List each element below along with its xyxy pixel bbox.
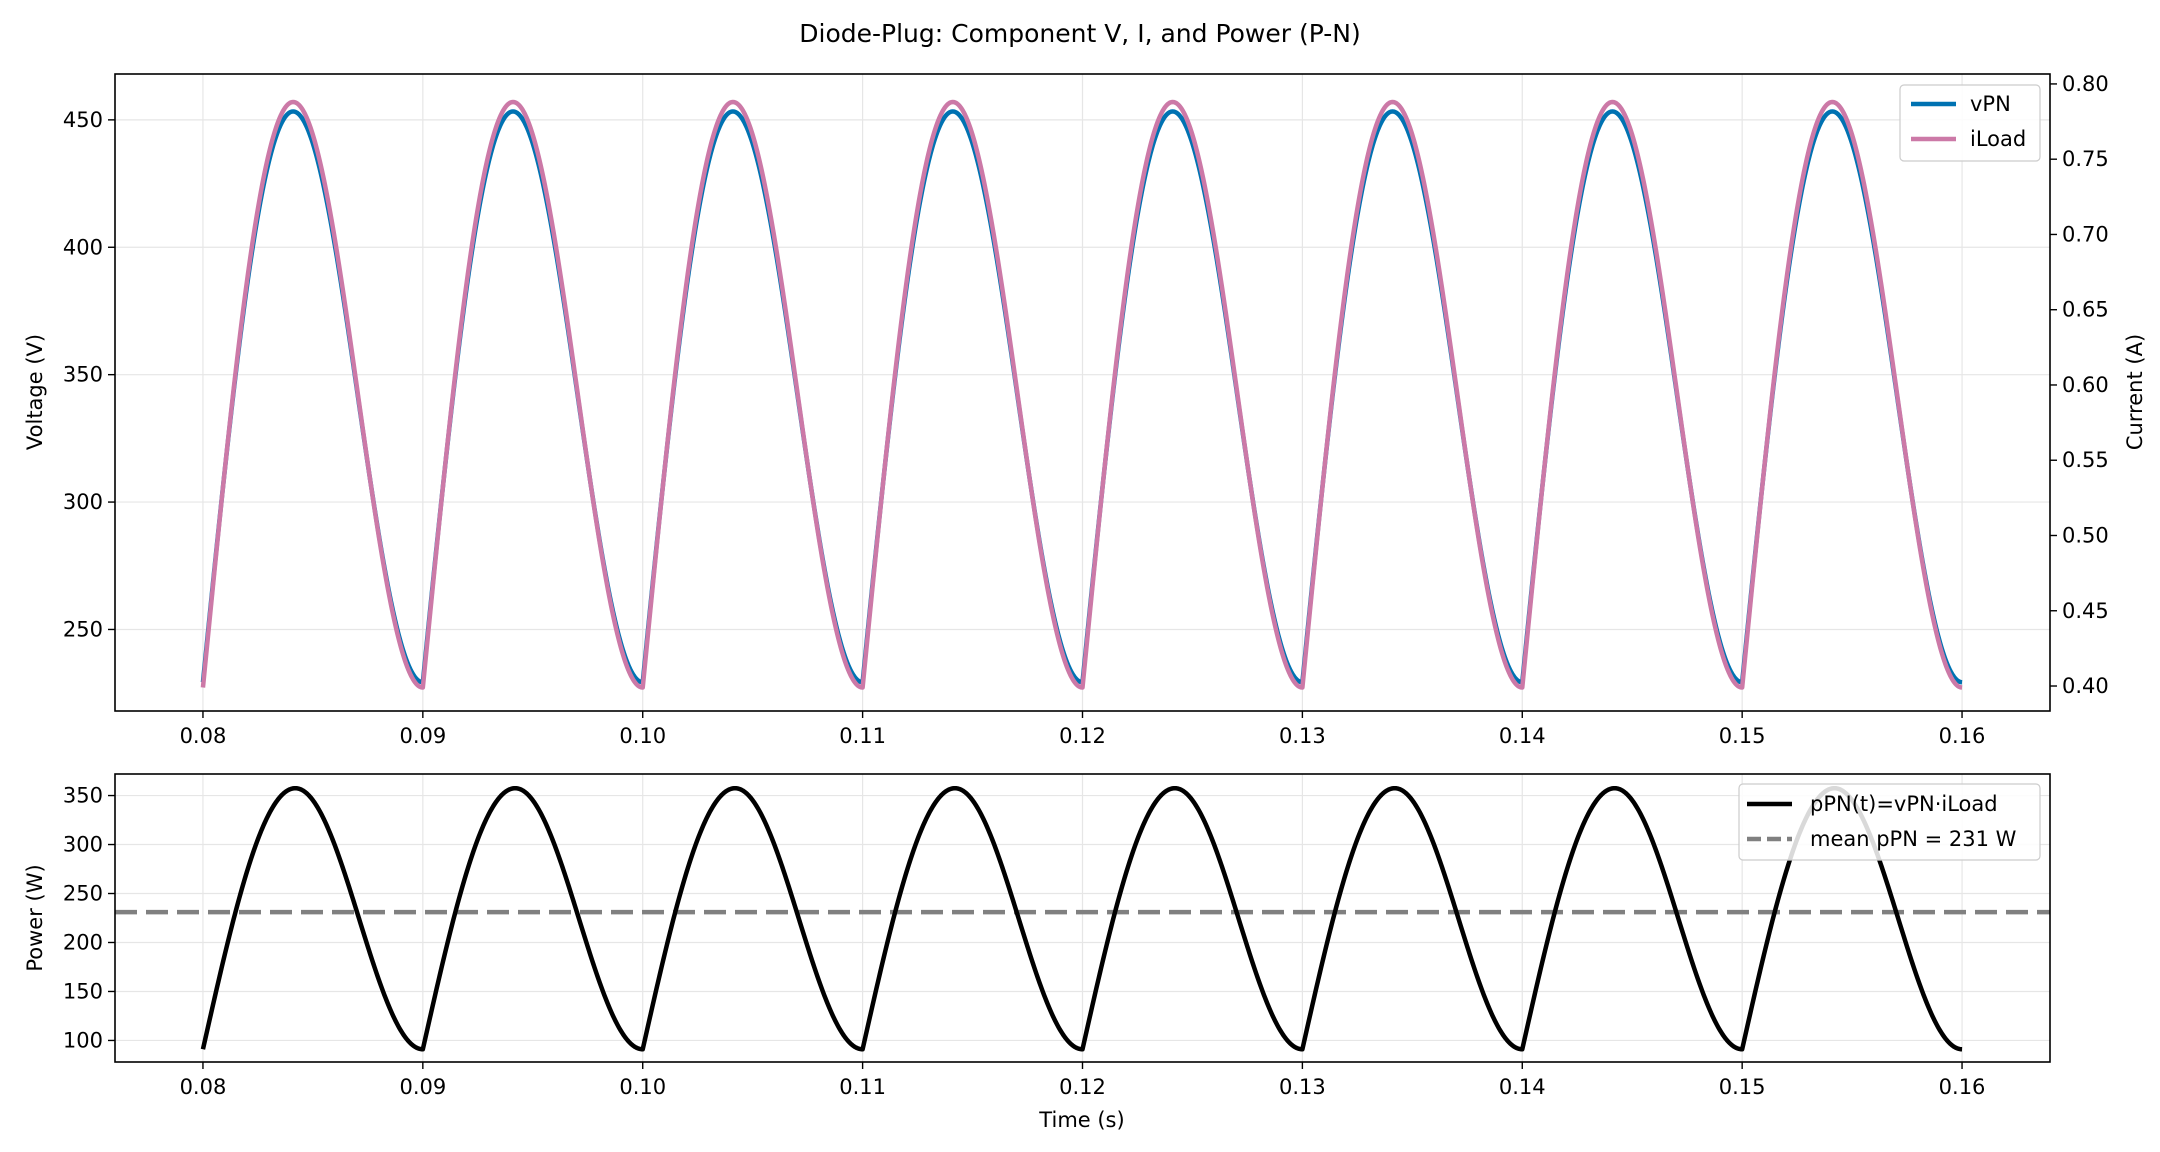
bottom-y-ticks: 100 150 200 250 300 350: [63, 784, 115, 1052]
y-tick-label: 350: [63, 363, 103, 387]
legend-label-iload: iLoad: [1970, 127, 2026, 151]
bottom-series-lines: [115, 785, 2050, 1052]
y2-tick-label: 0.60: [2062, 373, 2109, 397]
top-y2-ticks: 0.40 0.45 0.50 0.55 0.60 0.65 0.70 0.75 0.80: [2050, 72, 2109, 698]
y-tick-label: 300: [63, 490, 103, 514]
x-tick-label: 0.09: [399, 1075, 446, 1099]
x-tick-label: 0.15: [1719, 1075, 1766, 1099]
bottom-x-ticks: 0.08 0.09 0.10 0.11 0.12 0.13 0.14 0.15 0.16: [180, 1062, 1986, 1099]
y-tick-label: 350: [63, 784, 103, 808]
y2-tick-label: 0.55: [2062, 448, 2109, 472]
x-tick-label: 0.13: [1279, 1075, 1326, 1099]
y-tick-label: 250: [63, 617, 103, 641]
x-tick-label: 0.15: [1719, 724, 1766, 748]
y2-tick-label: 0.70: [2062, 222, 2109, 246]
y-tick-label: 400: [63, 235, 103, 259]
series-line-iload: [200, 99, 1964, 690]
y2-tick-label: 0.45: [2062, 599, 2109, 623]
x-tick-label: 0.11: [839, 1075, 886, 1099]
top-grid: [115, 74, 2050, 711]
legend-label-mean: mean pPN = 231 W: [1810, 827, 2017, 851]
voltage-current-panel: 0.08 0.09 0.10 0.11 0.12 0.13 0.14 0.15 0.16 250…: [23, 72, 2147, 748]
top-y-ticks: 250 300 350 400 450: [63, 108, 115, 641]
chart-title: Diode-Plug: Component V, I, and Power (P…: [799, 19, 1361, 48]
bottom-legend-box: [1738, 783, 2041, 861]
bottom-y-axis-label: Power (W): [23, 864, 47, 971]
y2-tick-label: 0.50: [2062, 523, 2109, 547]
y2-tick-label: 0.80: [2062, 72, 2109, 96]
y-tick-label: 300: [63, 833, 103, 857]
y-tick-label: 450: [63, 108, 103, 132]
x-tick-label: 0.08: [180, 1075, 227, 1099]
legend-label-vpn: vPN: [1970, 92, 2011, 116]
y-tick-label: 150: [63, 979, 103, 1003]
top-legend: vPN iLoad: [1899, 84, 2041, 162]
top-x-ticks: 0.08 0.09 0.10 0.11 0.12 0.13 0.14 0.15 0.16: [180, 711, 1986, 748]
x-tick-label: 0.13: [1279, 724, 1326, 748]
y2-tick-label: 0.65: [2062, 298, 2109, 322]
x-tick-label: 0.14: [1499, 1075, 1546, 1099]
x-tick-label: 0.16: [1939, 1075, 1986, 1099]
power-panel: 0.08 0.09 0.10 0.11 0.12 0.13 0.14 0.15 0.16 100…: [23, 773, 2051, 1132]
x-tick-label: 0.08: [180, 724, 227, 748]
bottom-legend: pPN(t)=vPN·iLoad mean pPN = 231 W: [1738, 783, 2041, 861]
y-tick-label: 250: [63, 882, 103, 906]
x-tick-label: 0.12: [1059, 1075, 1106, 1099]
x-tick-label: 0.12: [1059, 724, 1106, 748]
series-line-power: [200, 785, 1964, 1052]
x-tick-label: 0.14: [1499, 724, 1546, 748]
y-tick-label: 200: [63, 930, 103, 954]
x-tick-label: 0.09: [399, 724, 446, 748]
bottom-x-axis-label: Time (s): [1038, 1108, 1124, 1132]
x-tick-label: 0.10: [619, 724, 666, 748]
y-tick-label: 100: [63, 1028, 103, 1052]
x-tick-label: 0.11: [839, 724, 886, 748]
x-tick-label: 0.16: [1939, 724, 1986, 748]
x-tick-label: 0.10: [619, 1075, 666, 1099]
top-series-lines: [200, 99, 1964, 690]
top-y2-axis-label: Current (A): [2123, 334, 2147, 450]
y2-tick-label: 0.75: [2062, 147, 2109, 171]
legend-label-power: pPN(t)=vPN·iLoad: [1810, 792, 1998, 816]
top-y-axis-label: Voltage (V): [23, 334, 47, 450]
y2-tick-label: 0.40: [2062, 674, 2109, 698]
